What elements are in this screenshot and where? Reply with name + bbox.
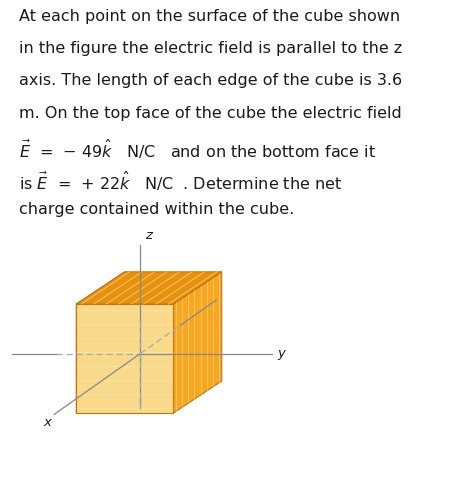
- Text: y: y: [278, 347, 285, 360]
- Text: in the figure the electric field is parallel to the z: in the figure the electric field is para…: [19, 41, 402, 56]
- Text: z: z: [146, 229, 153, 242]
- Text: charge contained within the cube.: charge contained within the cube.: [19, 203, 294, 218]
- Polygon shape: [173, 272, 222, 413]
- Text: $\vec{E}$  =  − 49$\hat{k}$   N/C   and on the bottom face it: $\vec{E}$ = − 49$\hat{k}$ N/C and on the…: [19, 138, 376, 161]
- Polygon shape: [76, 272, 222, 304]
- Polygon shape: [76, 272, 125, 413]
- Text: axis. The length of each edge of the cube is 3.6: axis. The length of each edge of the cub…: [19, 73, 402, 88]
- Text: m. On the top face of the cube the electric field: m. On the top face of the cube the elect…: [19, 106, 402, 121]
- Polygon shape: [76, 304, 173, 413]
- Text: x: x: [44, 416, 52, 429]
- Text: At each point on the surface of the cube shown: At each point on the surface of the cube…: [19, 9, 400, 24]
- Text: is $\vec{E}$  =  + 22$\hat{k}$   N/C  . Determine the net: is $\vec{E}$ = + 22$\hat{k}$ N/C . Deter…: [19, 170, 342, 193]
